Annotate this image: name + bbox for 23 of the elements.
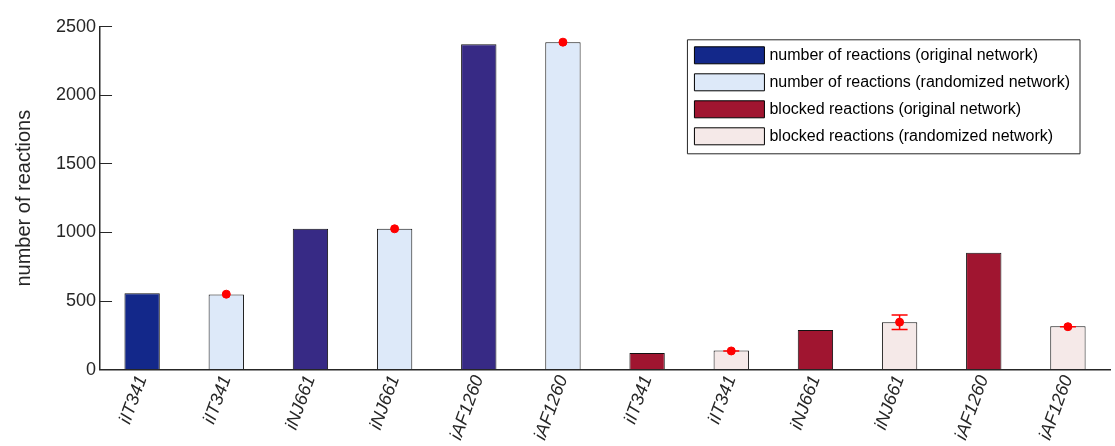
point [390, 224, 400, 234]
y-axis-title: number of reactions [11, 109, 34, 287]
legend-label: blocked reactions (randomized network) [769, 127, 1054, 145]
legend-label: number of reactions (randomized network) [769, 73, 1070, 91]
y-tick-label: 2000 [56, 84, 97, 105]
y-tick-label: 1000 [56, 221, 97, 242]
x-tick-label: iIT341 [619, 372, 656, 427]
legend-label: number of reactions (original network) [769, 46, 1038, 64]
x-tick-label: iIT341 [198, 372, 235, 427]
y-tick-label: 2500 [56, 15, 97, 36]
point [1063, 322, 1073, 332]
x-tick-label: iIT341 [703, 372, 740, 427]
x-tick-label: iNJ661 [365, 372, 404, 433]
y-tick-label: 0 [86, 358, 97, 379]
x-tick-label: iNJ661 [785, 372, 824, 433]
x-tick-label: iNJ661 [280, 372, 319, 433]
point [221, 289, 231, 299]
point [558, 37, 568, 47]
x-tick-label: iNJ661 [870, 372, 909, 433]
y-tick-label: 500 [66, 290, 97, 311]
legend-label: blocked reactions (original network) [769, 100, 1022, 118]
y-tick-label: 1500 [56, 152, 97, 173]
x-tick-label: iIT341 [114, 372, 151, 427]
